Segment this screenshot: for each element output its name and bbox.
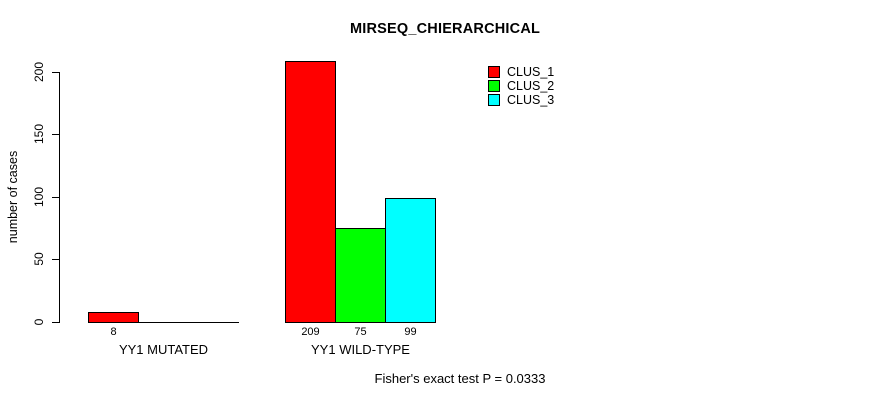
y-tick-100 [52,197,59,198]
legend-label-clus2: CLUS_2 [507,79,555,93]
bar-clus1-yy1-mutated [88,312,139,323]
y-tick-0 [52,322,59,323]
legend-row-clus3: CLUS_3 [488,93,554,107]
bar-value-clus2-yy1-wild-type: 75 [354,326,367,338]
y-tick-label-50: 50 [32,252,46,266]
y-tick-50 [52,259,59,260]
legend-row-clus2: CLUS_2 [488,79,554,93]
legend-label-clus1: CLUS_1 [507,65,555,79]
y-tick-label-200: 200 [32,61,46,83]
chart-title: MIRSEQ_CHIERARCHICAL [349,21,541,37]
baseline-yy1-mutated [88,322,239,323]
y-axis-line [59,72,60,323]
y-axis-title: number of cases [6,150,20,244]
y-tick-label-100: 100 [32,186,46,208]
x-group-label-yy1-wild-type: YY1 WILD-TYPE [311,342,410,357]
y-tick-200 [52,72,59,73]
legend-row-clus1: CLUS_1 [488,65,554,79]
bar-value-clus3-yy1-wild-type: 99 [404,326,417,338]
fisher-test-annotation: Fisher's exact test P = 0.0333 [374,371,546,386]
bar-clus2-yy1-wild-type [335,228,386,323]
legend: CLUS_1 CLUS_2 CLUS_3 [488,65,554,107]
bar-clus3-yy1-wild-type [385,198,436,323]
y-tick-150 [52,134,59,135]
legend-swatch-clus1 [488,66,500,78]
x-group-label-yy1-mutated: YY1 MUTATED [118,342,209,357]
legend-swatch-clus3 [488,94,500,106]
y-tick-label-0: 0 [32,318,46,326]
bar-clus1-yy1-wild-type [285,61,336,323]
bar-value-clus1-yy1-mutated: 8 [110,326,117,338]
y-tick-label-150: 150 [32,123,46,145]
legend-label-clus3: CLUS_3 [507,93,555,107]
bar-value-clus1-yy1-wild-type: 209 [301,326,320,338]
legend-swatch-clus2 [488,80,500,92]
